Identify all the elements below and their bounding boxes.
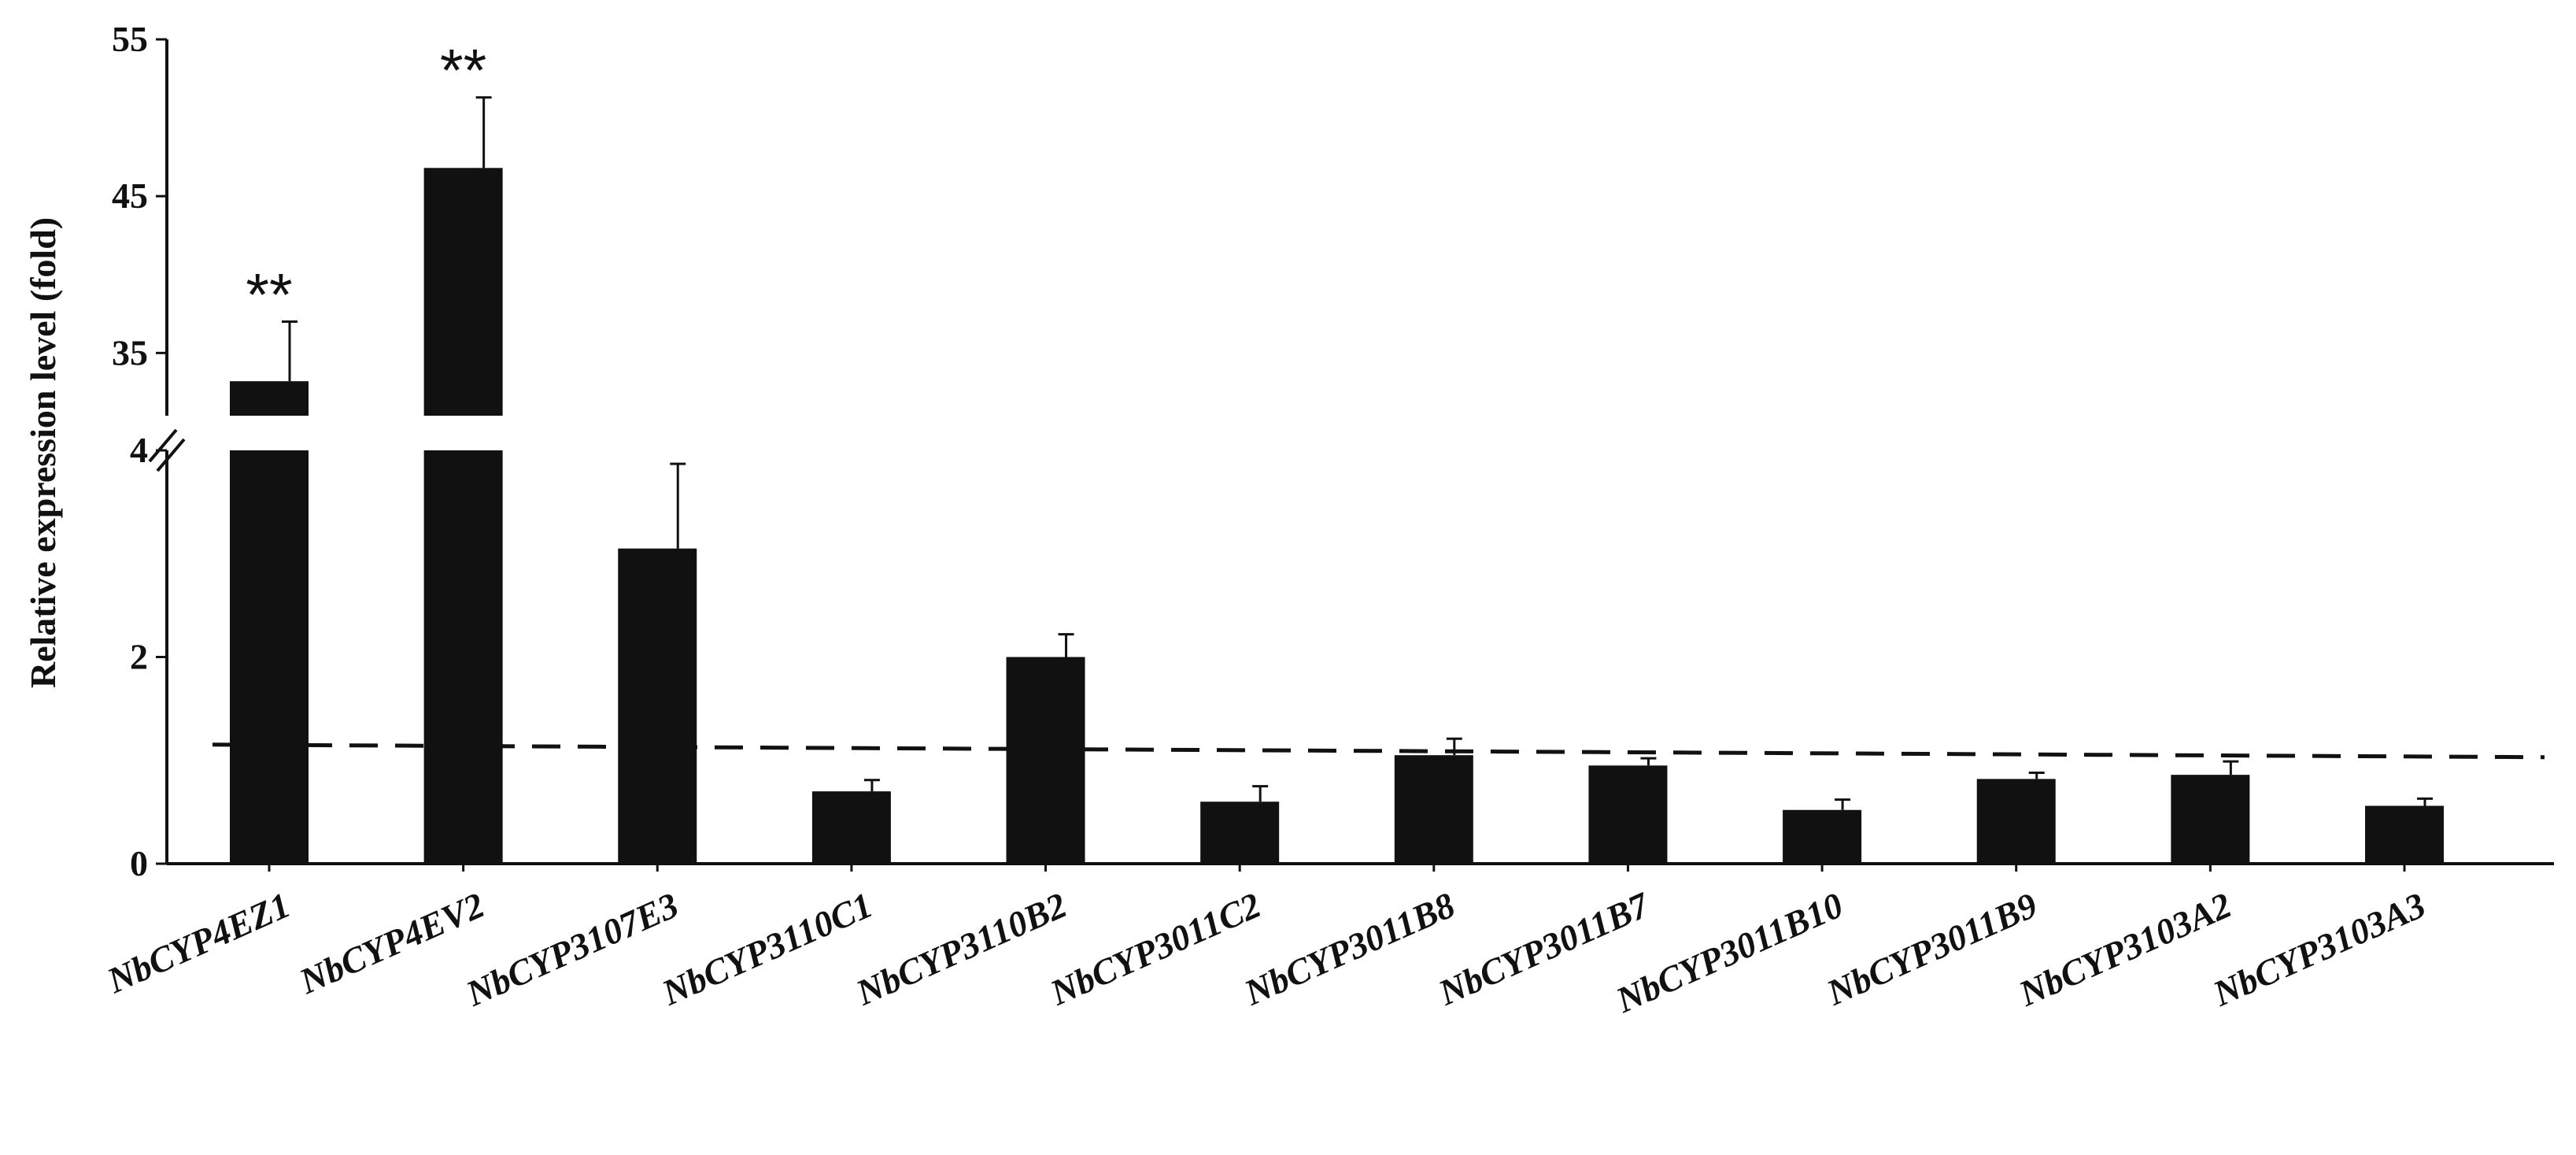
bar-NbCYP3011C2 <box>1200 801 1280 864</box>
x-tick-label-NbCYP3110B2: NbCYP3110B2 <box>849 885 1072 1013</box>
bars-group <box>230 168 2444 864</box>
y-tick-label-55: 55 <box>112 19 148 59</box>
bar-NbCYP3103A3 <box>2365 805 2444 864</box>
significance-NbCYP4EV2: ** <box>440 38 486 105</box>
x-tick-label-NbCYP3110C1: NbCYP3110C1 <box>656 885 878 1013</box>
bar-NbCYP4EV2-upper <box>423 168 503 416</box>
bar-NbCYP3110B2 <box>1006 657 1085 864</box>
bar-NbCYP3011B10 <box>1783 809 1862 864</box>
axis-break-mark-1 <box>148 428 178 463</box>
x-tick-label-NbCYP4EV2: NbCYP4EV2 <box>293 885 490 1002</box>
y-tick-label-2: 2 <box>130 637 148 677</box>
x-tick-label-NbCYP3011C2: NbCYP3011C2 <box>1044 885 1266 1013</box>
axes-group <box>148 38 2554 872</box>
x-tick-label-NbCYP3103A3: NbCYP3103A3 <box>2207 885 2431 1014</box>
reference-line <box>212 742 2545 760</box>
x-tick-label-NbCYP3107E3: NbCYP3107E3 <box>460 885 684 1014</box>
y-tick-label-35: 35 <box>112 332 148 372</box>
bar-NbCYP3103A2 <box>2171 775 2250 864</box>
x-tick-label-NbCYP4EZ1: NbCYP4EZ1 <box>101 885 296 1001</box>
bar-NbCYP3110C1 <box>811 791 891 864</box>
x-tick-label-NbCYP3103A2: NbCYP3103A2 <box>2012 885 2237 1014</box>
bar-NbCYP4EZ1-lower <box>230 450 309 864</box>
y-tick-label-4: 4 <box>130 430 148 470</box>
y-tick-label-0: 0 <box>130 843 148 883</box>
bar-NbCYP3011B8 <box>1394 755 1473 864</box>
y-axis-title: Relative expression level (fold) <box>23 217 63 688</box>
bar-NbCYP4EZ1-upper <box>230 381 309 416</box>
y-tick-label-45: 45 <box>112 176 148 216</box>
bar-NbCYP4EV2-lower <box>423 450 503 864</box>
axis-break-mark-2 <box>156 438 186 472</box>
error-bars-group <box>282 96 2433 810</box>
x-tick-label-NbCYP3011B8: NbCYP3011B8 <box>1238 885 1461 1013</box>
bar-NbCYP3011B9 <box>1976 779 2056 864</box>
significance-NbCYP4EZ1: ** <box>246 262 292 329</box>
x-tick-label-NbCYP3011B9: NbCYP3011B9 <box>1820 885 2043 1013</box>
bar-NbCYP3107E3 <box>618 548 697 864</box>
bar-NbCYP3011B7 <box>1588 765 1668 864</box>
